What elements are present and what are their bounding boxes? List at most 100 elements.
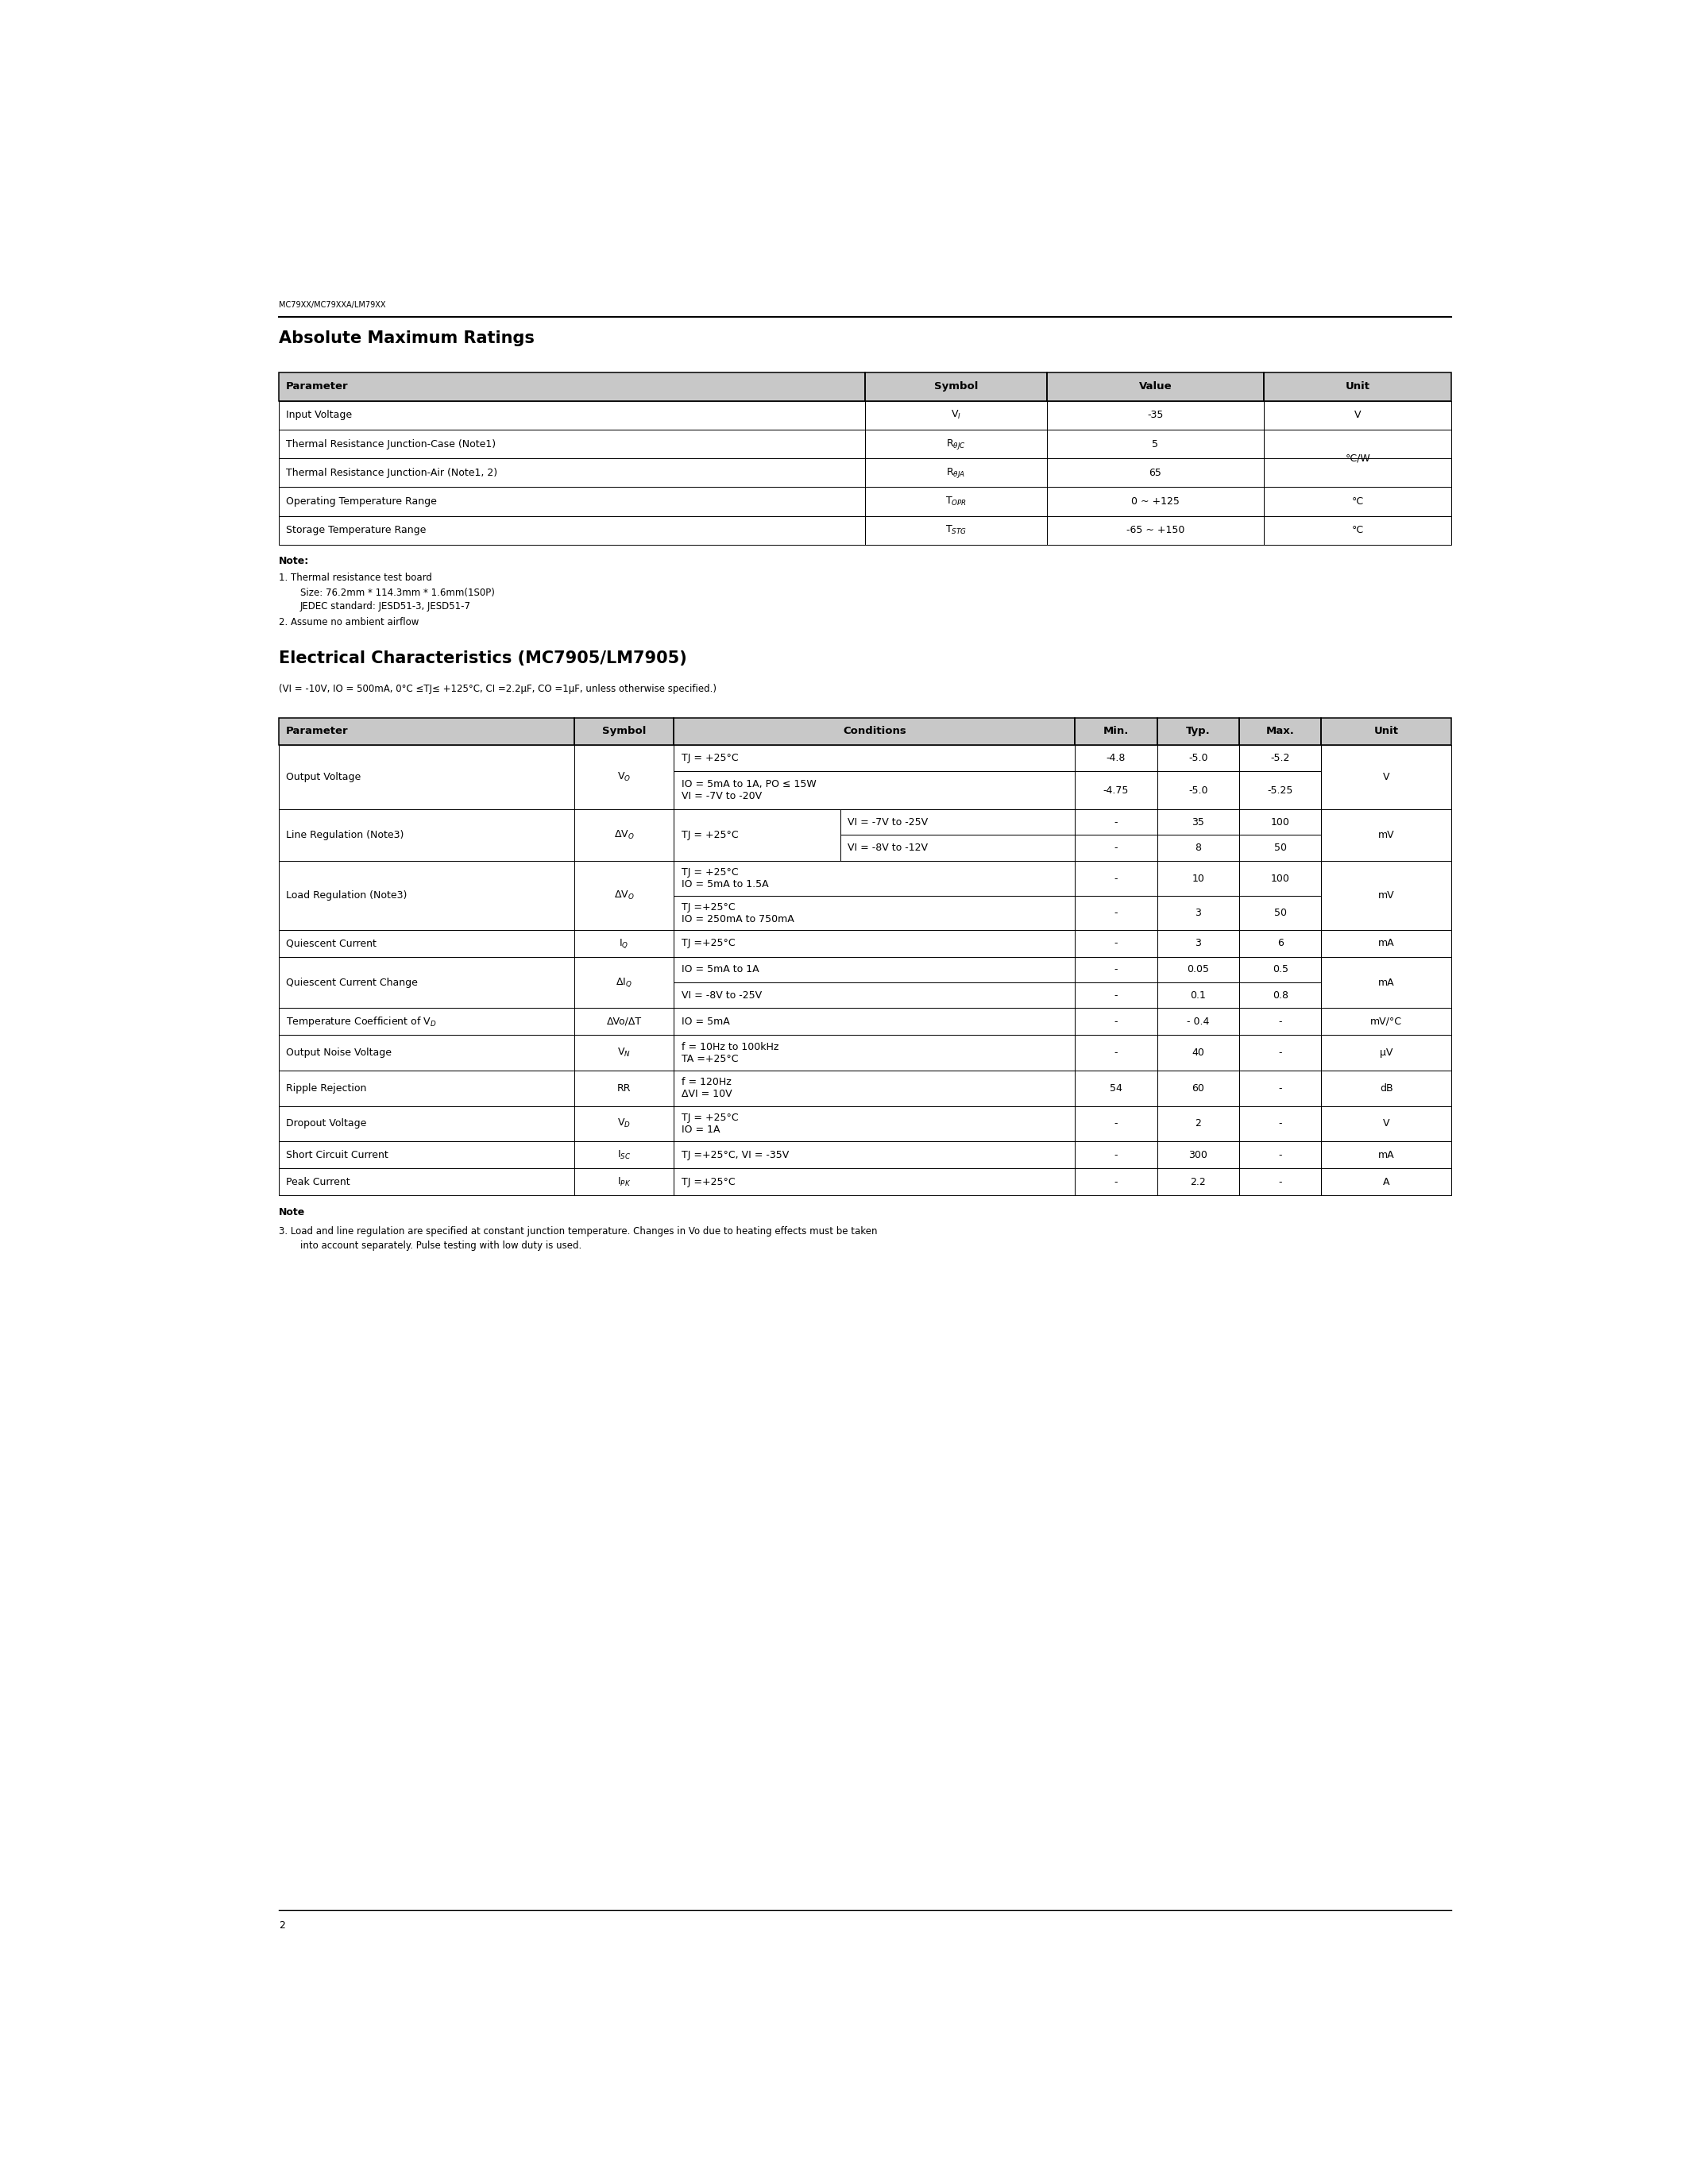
Bar	[279, 1070, 574, 1105]
Text: 2: 2	[279, 1920, 285, 1931]
Text: -: -	[1114, 817, 1117, 828]
Bar	[574, 930, 674, 957]
Text: 6: 6	[1278, 939, 1283, 948]
Text: V: V	[1354, 411, 1361, 422]
Bar	[574, 1070, 674, 1105]
Text: 0.05: 0.05	[1187, 965, 1209, 974]
Text: Line Regulation (Note3): Line Regulation (Note3)	[285, 830, 403, 841]
Bar	[1047, 371, 1264, 402]
Bar	[1075, 895, 1156, 930]
Text: -: -	[1114, 1016, 1117, 1026]
Text: 50: 50	[1274, 909, 1286, 917]
Text: Unit: Unit	[1345, 382, 1371, 391]
Bar	[1322, 810, 1452, 860]
Text: -: -	[1114, 1118, 1117, 1129]
Bar	[1322, 930, 1452, 957]
Text: Max.: Max.	[1266, 725, 1295, 736]
Bar	[1239, 1105, 1322, 1142]
Bar	[1322, 745, 1452, 810]
Bar	[841, 834, 1075, 860]
Text: (VI = -10V, IO = 500mA, 0°C ≤TJ≤ +125°C, CI =2.2μF, CO =1μF, unless otherwise sp: (VI = -10V, IO = 500mA, 0°C ≤TJ≤ +125°C,…	[279, 684, 716, 695]
Bar	[1075, 719, 1156, 745]
Text: Symbol: Symbol	[933, 382, 977, 391]
Bar	[1239, 1168, 1322, 1195]
Bar	[279, 459, 866, 487]
Text: °C: °C	[1352, 496, 1364, 507]
Bar	[1075, 834, 1156, 860]
Bar	[574, 1035, 674, 1070]
Text: V$_D$: V$_D$	[618, 1118, 631, 1129]
Text: Output Voltage: Output Voltage	[285, 771, 361, 782]
Text: Parameter: Parameter	[285, 725, 348, 736]
Bar	[279, 810, 574, 860]
Text: -: -	[1114, 909, 1117, 917]
Bar	[1075, 810, 1156, 834]
Text: Conditions: Conditions	[842, 725, 906, 736]
Text: Thermal Resistance Junction-Air (Note1, 2): Thermal Resistance Junction-Air (Note1, …	[285, 467, 498, 478]
Bar	[866, 487, 1047, 515]
Text: -: -	[1114, 1177, 1117, 1186]
Text: Size: 76.2mm * 114.3mm * 1.6mm(1S0P): Size: 76.2mm * 114.3mm * 1.6mm(1S0P)	[300, 587, 495, 598]
Bar	[1156, 719, 1239, 745]
Bar	[1322, 1168, 1452, 1195]
Bar	[1075, 1070, 1156, 1105]
Text: into account separately. Pulse testing with low duty is used.: into account separately. Pulse testing w…	[300, 1241, 582, 1251]
Bar	[1239, 957, 1322, 983]
Bar	[1239, 834, 1322, 860]
Text: 0.1: 0.1	[1190, 989, 1205, 1000]
Bar	[1075, 1105, 1156, 1142]
Text: MC79XX/MC79XXA/LM79XX: MC79XX/MC79XXA/LM79XX	[279, 301, 385, 308]
Text: Note: Note	[279, 1208, 306, 1219]
Bar	[674, 745, 1075, 771]
Bar	[866, 459, 1047, 487]
Text: ΔV$_O$: ΔV$_O$	[614, 830, 635, 841]
Text: 54: 54	[1109, 1083, 1123, 1094]
Text: VI = -8V to -25V: VI = -8V to -25V	[682, 989, 761, 1000]
Bar	[674, 810, 841, 860]
Text: 1. Thermal resistance test board: 1. Thermal resistance test board	[279, 572, 432, 583]
Text: Thermal Resistance Junction-Case (Note1): Thermal Resistance Junction-Case (Note1)	[285, 439, 496, 450]
Text: TJ = +25°C: TJ = +25°C	[682, 830, 738, 841]
Text: μV: μV	[1379, 1048, 1393, 1057]
Bar	[279, 402, 866, 430]
Bar	[1156, 810, 1239, 834]
Bar	[574, 719, 674, 745]
Text: Electrical Characteristics (MC7905/LM7905): Electrical Characteristics (MC7905/LM790…	[279, 651, 687, 666]
Bar	[1047, 515, 1264, 544]
Text: TJ = +25°C
IO = 1A: TJ = +25°C IO = 1A	[682, 1112, 738, 1136]
Text: TJ =+25°C, VI = -35V: TJ =+25°C, VI = -35V	[682, 1149, 788, 1160]
Text: 10: 10	[1192, 874, 1205, 885]
Bar	[279, 860, 574, 930]
Text: -: -	[1114, 1048, 1117, 1057]
Bar	[574, 1105, 674, 1142]
Text: f = 120Hz
ΔVI = 10V: f = 120Hz ΔVI = 10V	[682, 1077, 733, 1099]
Bar	[841, 810, 1075, 834]
Text: IO = 5mA: IO = 5mA	[682, 1016, 729, 1026]
Bar	[1047, 459, 1264, 487]
Text: °C/W: °C/W	[1345, 454, 1371, 463]
Text: 0.5: 0.5	[1273, 965, 1288, 974]
Bar	[279, 487, 866, 515]
Bar	[1264, 430, 1452, 487]
Bar	[1322, 1009, 1452, 1035]
Text: 100: 100	[1271, 817, 1290, 828]
Bar	[674, 1070, 1075, 1105]
Text: ΔV$_O$: ΔV$_O$	[614, 889, 635, 902]
Bar	[674, 957, 1075, 983]
Text: V: V	[1382, 1118, 1389, 1129]
Text: I$_{SC}$: I$_{SC}$	[618, 1149, 631, 1162]
Bar	[1075, 1142, 1156, 1168]
Text: RR: RR	[618, 1083, 631, 1094]
Bar	[279, 1168, 574, 1195]
Text: 0 ~ +125: 0 ~ +125	[1131, 496, 1180, 507]
Bar	[674, 1142, 1075, 1168]
Bar	[1156, 983, 1239, 1009]
Text: Short Circuit Current: Short Circuit Current	[285, 1149, 388, 1160]
Text: -: -	[1114, 939, 1117, 948]
Text: dB: dB	[1379, 1083, 1393, 1094]
Text: I$_{PK}$: I$_{PK}$	[618, 1175, 631, 1188]
Bar	[674, 719, 1075, 745]
Bar	[1075, 719, 1156, 745]
Bar	[1322, 1070, 1452, 1105]
Text: JEDEC standard: JESD51-3, JESD51-7: JEDEC standard: JESD51-3, JESD51-7	[300, 601, 471, 612]
